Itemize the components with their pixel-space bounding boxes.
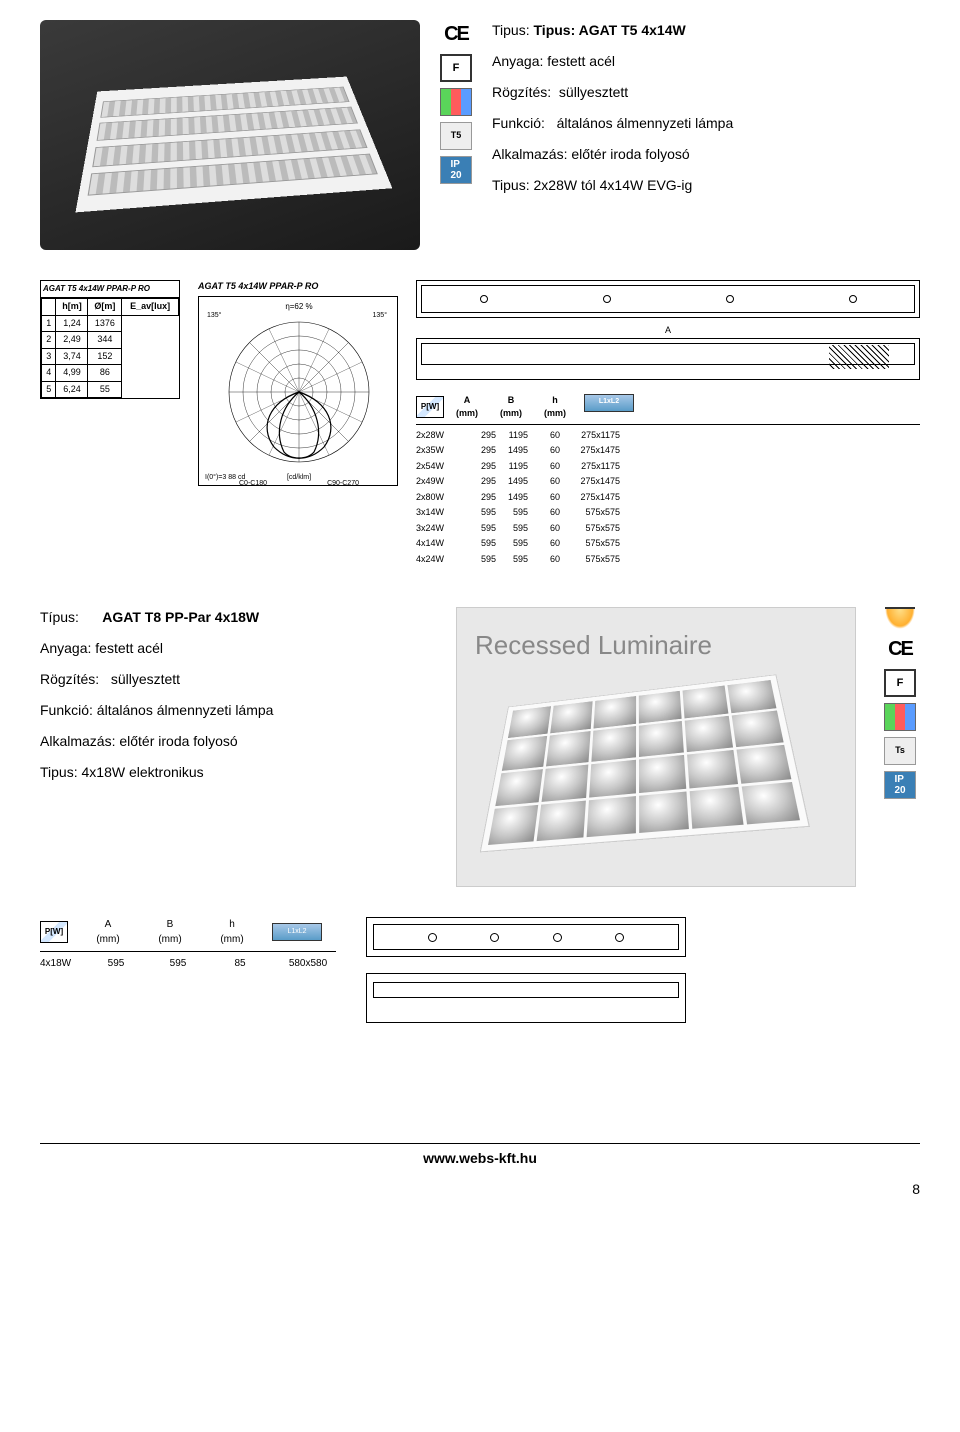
size2-p: 4x18W xyxy=(40,956,76,971)
icon-column-1: CE F T5 IP 20 xyxy=(440,20,472,250)
tech-drawings-2 xyxy=(366,917,686,1023)
lux-table-row: 56,2455 xyxy=(42,381,179,398)
svg-text:135°: 135° xyxy=(373,311,388,319)
spec-block-1: Tipus: Tipus: AGAT T5 4x14W Anyaga: fest… xyxy=(492,20,920,250)
spec-block-2: Típus: AGAT T8 PP-Par 4x18W Anyaga: fest… xyxy=(40,607,432,887)
size-table-row: 3x24W 595 595 60 575x575 xyxy=(416,521,920,537)
light-cone-icon xyxy=(885,607,915,629)
tech-top-view xyxy=(366,917,686,957)
title-1: Tipus: Tipus: AGAT T5 4x14W xyxy=(492,20,920,41)
dim-a-label: A xyxy=(416,324,920,338)
svg-text:[cd/klm]: [cd/klm] xyxy=(287,474,311,481)
svg-text:C90-C270: C90-C270 xyxy=(327,480,359,486)
size-table-row: 2x28W 295 1195 60 275x1175 xyxy=(416,428,920,444)
size-table-1: P[W] A(mm) B(mm) h(mm) L1xL2 2x28W 295 1… xyxy=(416,394,920,568)
ts-icon: Ts xyxy=(884,737,916,765)
size-table-row: 2x35W 295 1495 60 275x1475 xyxy=(416,443,920,459)
size2-b: 595 xyxy=(156,956,200,971)
size2-a: 595 xyxy=(94,956,138,971)
side-diagrams-1: A P[W] A(mm) B(mm) h(mm) L1xL2 2x28W 295… xyxy=(416,280,920,567)
section-1-header: CE F T5 IP 20 Tipus: Tipus: AGAT T5 4x14… xyxy=(40,20,920,250)
ip20-icon: IP 20 xyxy=(884,771,916,799)
lux-table: AGAT T5 4x14W PPAR-P RO h[m] Ø[m] E_av[l… xyxy=(40,280,180,399)
range-row-2: Tipus: 4x18W elektronikus xyxy=(40,762,432,783)
lux-table-row: 11,241376 xyxy=(42,315,179,332)
f-mark-icon: F xyxy=(884,669,916,697)
page-number: 8 xyxy=(40,1179,920,1200)
application-row-2: Alkalmazás: előtér iroda folyosó xyxy=(40,731,432,752)
ip20-icon: IP 20 xyxy=(440,156,472,184)
size-table-2: P[W] A(mm) B(mm) h(mm) L1xL2 4x18W 595 5… xyxy=(40,917,336,971)
size2-h: 85 xyxy=(218,956,262,971)
title-1-value: Tipus: AGAT T5 4x14W xyxy=(534,22,686,38)
l-header-icon: L1xL2 xyxy=(584,394,634,412)
mounting-row-2: Rögzítés: süllyesztett xyxy=(40,669,432,690)
cross-section-top xyxy=(416,280,920,318)
colorbar-icon xyxy=(884,703,916,731)
size-table-row: 4x14W 595 595 60 575x575 xyxy=(416,536,920,552)
page-footer: www.webs-kft.hu xyxy=(40,1143,920,1169)
function-row-2: Funkció: általános álmennyzeti lámpa xyxy=(40,700,432,721)
lux-col-e: E_av[lux] xyxy=(122,299,179,316)
svg-text:135°: 135° xyxy=(207,311,222,319)
icon-column-2: CE F Ts IP 20 xyxy=(880,607,920,887)
colorbar-icon xyxy=(440,88,472,116)
svg-text:C0-C180: C0-C180 xyxy=(239,480,267,486)
l-header-icon: L1xL2 xyxy=(272,923,322,941)
cross-section-side xyxy=(416,338,920,380)
product-photo-1 xyxy=(40,20,420,250)
diagrams-row-2: P[W] A(mm) B(mm) h(mm) L1xL2 4x18W 595 5… xyxy=(40,917,920,1023)
louver-graphic xyxy=(75,77,392,213)
mounting-row: Rögzítés: süllyesztett xyxy=(492,82,920,103)
product-photo-2: Recessed Luminaire xyxy=(456,607,856,887)
application-row: Alkalmazás: előtér iroda folyosó xyxy=(492,144,920,165)
recessed-label: Recessed Luminaire xyxy=(475,626,712,665)
material-row-2: Anyaga: festett acél xyxy=(40,638,432,659)
tech-side-view xyxy=(366,973,686,1023)
function-row: Funkció: általános álmennyzeti lámpa xyxy=(492,113,920,134)
range-row: Tipus: 2x28W tól 4x14W EVG-ig xyxy=(492,175,920,196)
polar-svg: η=62 % 135° 135° I(0°)=3 xyxy=(198,296,398,486)
pw-header-icon: P[W] xyxy=(40,921,68,943)
lux-table-row: 33,74152 xyxy=(42,348,179,365)
size-table-row: 2x80W 295 1495 60 275x1475 xyxy=(416,490,920,506)
ce-mark-icon: CE xyxy=(884,635,916,663)
lux-col-d: Ø[m] xyxy=(88,299,122,316)
lux-table-row: 44,9986 xyxy=(42,365,179,382)
size-table-row: 2x49W 295 1495 60 275x1475 xyxy=(416,474,920,490)
ce-mark-icon: CE xyxy=(440,20,472,48)
louver-graphic-2 xyxy=(480,674,810,852)
lux-table-row: 22,49344 xyxy=(42,332,179,349)
section-2-header: Típus: AGAT T8 PP-Par 4x18W Anyaga: fest… xyxy=(40,607,920,887)
material-row: Anyaga: festett acél xyxy=(492,51,920,72)
pw-header-icon: P[W] xyxy=(416,396,444,418)
lux-table-title: AGAT T5 4x14W PPAR-P RO xyxy=(41,281,179,298)
polar-diagram: AGAT T5 4x14W PPAR-P RO η=62 % xyxy=(198,280,398,492)
t5-icon: T5 xyxy=(440,122,472,150)
size2-l: 580x580 xyxy=(280,956,336,971)
footer-url: www.webs-kft.hu xyxy=(423,1148,537,1169)
lux-col-h: h[m] xyxy=(56,299,88,316)
diagrams-row-1: AGAT T5 4x14W PPAR-P RO h[m] Ø[m] E_av[l… xyxy=(40,280,920,567)
size-table-row: 3x14W 595 595 60 575x575 xyxy=(416,505,920,521)
svg-text:η=62 %: η=62 % xyxy=(285,302,312,311)
lux-table-grid: h[m] Ø[m] E_av[lux] 11,24137622,4934433,… xyxy=(41,298,179,398)
f-mark-icon: F xyxy=(440,54,472,82)
type-row: Típus: AGAT T8 PP-Par 4x18W xyxy=(40,607,432,628)
size-table-row: 2x54W 295 1195 60 275x1175 xyxy=(416,459,920,475)
polar-title: AGAT T5 4x14W PPAR-P RO xyxy=(198,280,398,294)
size-table-row: 4x24W 595 595 60 575x575 xyxy=(416,552,920,568)
